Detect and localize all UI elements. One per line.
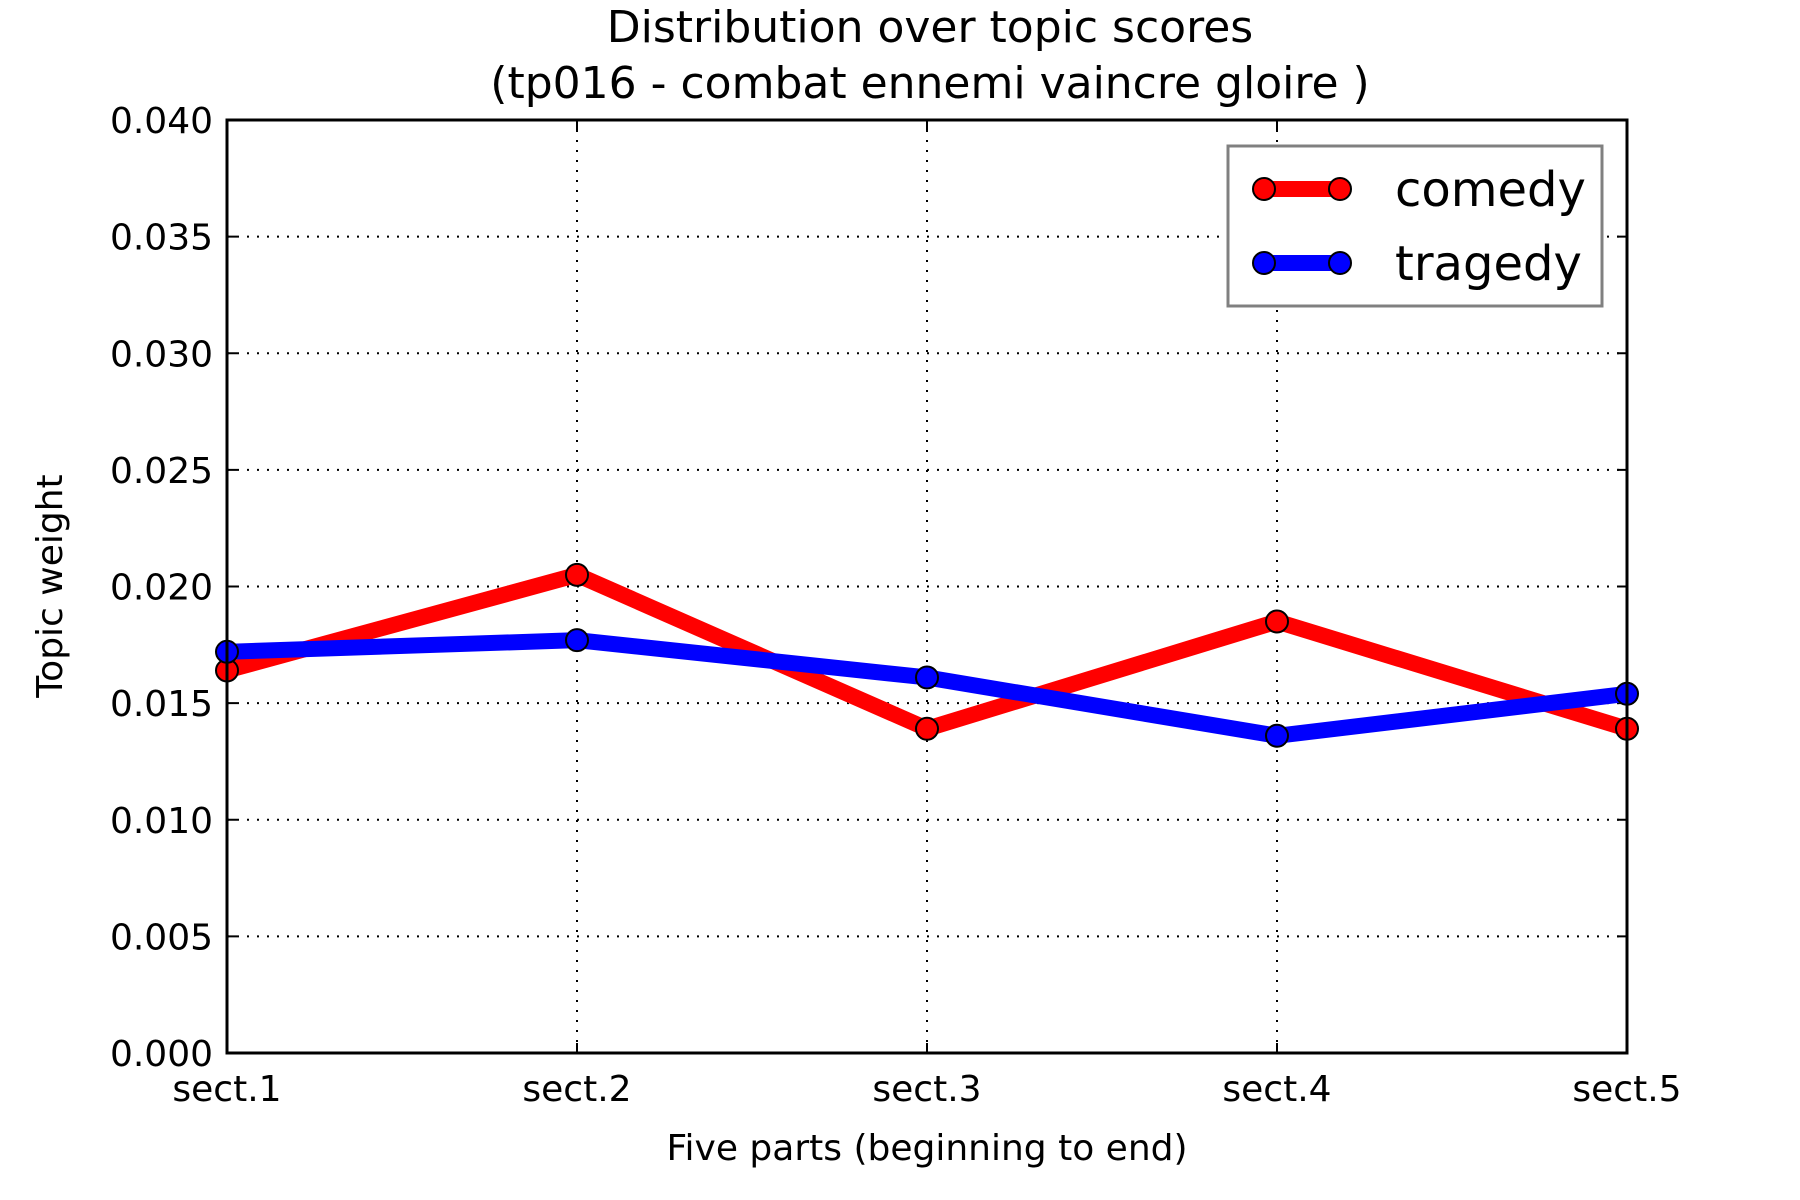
legend: comedy tragedy [1226, 144, 1604, 308]
tragedy-legend-marker [1252, 251, 1276, 275]
plot-frame [225, 118, 1629, 1055]
comedy-legend-marker [1328, 177, 1352, 201]
grid [227, 120, 1627, 1053]
comedy-legend-label: comedy [1395, 162, 1586, 218]
y-axis-label: Topic weight [30, 474, 71, 698]
x-tick-label: sect.3 [872, 1069, 981, 1110]
comedy-point [565, 562, 589, 587]
tragedy-point [915, 665, 939, 690]
x-tick-label: sect.5 [1572, 1069, 1681, 1110]
y-tick-label: 0.000 [110, 1034, 213, 1075]
series-group [215, 562, 1639, 748]
tragedy-legend-marker [1328, 251, 1352, 275]
y-tick-label: 0.025 [110, 451, 213, 492]
tragedy-point [1265, 723, 1289, 748]
x-tick-label: sect.2 [522, 1069, 631, 1110]
y-tick-label: 0.035 [110, 218, 213, 259]
tragedy-point [565, 628, 589, 653]
chart-title: Distribution over topic scores [607, 2, 1253, 53]
tragedy-legend-label: tragedy [1395, 236, 1582, 292]
y-tick-label: 0.015 [110, 684, 213, 725]
comedy-legend-marker [1252, 177, 1276, 201]
y-tick-labels: 0.000 0.005 0.010 0.015 0.020 0.025 0.030 0.035… [110, 101, 213, 1075]
x-tick-label: sect.1 [172, 1069, 281, 1110]
x-tick-labels: sect.1 sect.2 sect.3 sect.4 sect.5 [172, 1069, 1681, 1110]
comedy-point [1265, 609, 1289, 634]
y-tick-label: 0.005 [110, 917, 213, 958]
y-tick-label: 0.010 [110, 801, 213, 842]
chart-subtitle: (tp016 - combat ennemi vaincre gloire ) [490, 58, 1369, 109]
y-tick-label: 0.020 [110, 568, 213, 609]
y-tick-label: 0.030 [110, 334, 213, 375]
y-tick-label: 0.040 [110, 101, 213, 142]
x-axis-label: Five parts (beginning to end) [666, 1128, 1187, 1169]
legend-box [1226, 144, 1604, 308]
comedy-point [915, 716, 939, 741]
x-tick-label: sect.4 [1222, 1069, 1331, 1110]
